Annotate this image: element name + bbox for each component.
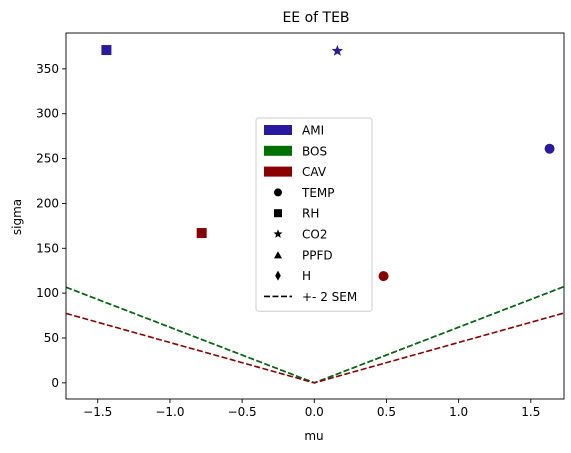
legend-label-cav: CAV (302, 165, 327, 179)
legend-label-bos: BOS (302, 144, 327, 158)
legend-marker-co2 (273, 229, 283, 238)
legend-swatch-cav (264, 166, 292, 177)
legend-label-h: H (302, 269, 311, 283)
y-tick-label: 300 (36, 107, 59, 121)
sem-line-cav (66, 312, 564, 384)
y-tick-label: 250 (36, 152, 59, 166)
x-tick-label: 0.5 (377, 405, 396, 419)
legend-swatch-bos (264, 145, 292, 156)
legend-box (255, 117, 373, 312)
y-tick-label: 150 (36, 241, 59, 255)
x-tick-label: 1.5 (521, 405, 540, 419)
x-tick-label: −0.5 (228, 405, 257, 419)
x-tick-label: −1.5 (83, 405, 112, 419)
legend-marker-rh (274, 209, 282, 218)
y-axis-label: sigma (10, 199, 24, 235)
x-axis-label: mu (304, 429, 323, 443)
legend-label-temp: TEMP (301, 186, 335, 200)
legend-swatch-ami (264, 125, 292, 135)
x-tick-label: 0.0 (305, 405, 324, 419)
legend-marker-ppfd (274, 251, 282, 259)
plot-frame (65, 32, 565, 400)
legend-label-ppfd: PPFD (302, 248, 333, 262)
y-tick-label: 100 (36, 286, 59, 300)
legend-label-rh: RH (302, 207, 319, 221)
legend-label-co2: CO2 (302, 228, 327, 242)
legend-label-sem: +- 2 SEM (302, 290, 357, 304)
y-tick-label: 350 (36, 62, 59, 76)
y-tick-label: 50 (44, 331, 59, 345)
chart-title: EE of TEB (282, 10, 349, 26)
x-tick-label: −1.0 (155, 405, 184, 419)
data-point-cav-rh (196, 228, 207, 239)
y-tick-label: 200 (36, 196, 59, 210)
legend-marker-h (275, 270, 281, 281)
y-tick-label: 0 (51, 376, 59, 390)
x-tick-label: 1.0 (449, 405, 468, 419)
legend-marker-temp (274, 188, 282, 197)
data-point-ami-rh (101, 45, 112, 56)
data-point-ami-co2 (331, 44, 344, 56)
data-point-ami-temp (544, 143, 555, 154)
data-point-cav-temp (378, 271, 389, 282)
legend-label-ami: AMI (302, 124, 324, 138)
